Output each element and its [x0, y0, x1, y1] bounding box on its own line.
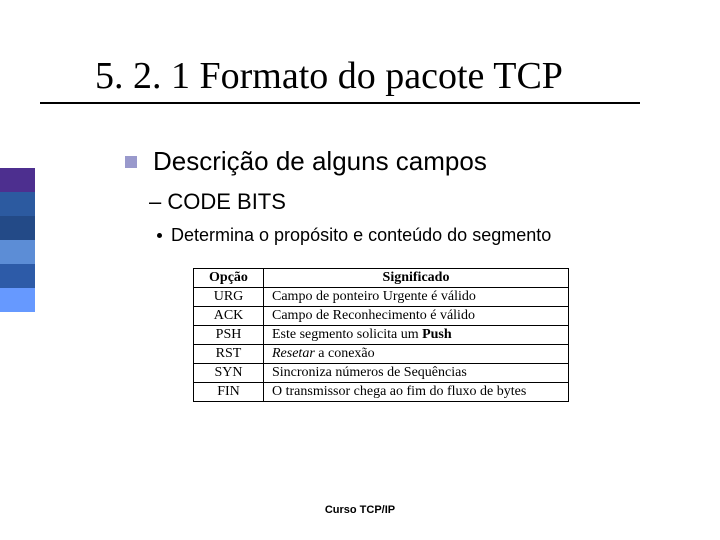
stripe-block — [0, 168, 35, 192]
bullet-level-3: Determina o propósito e conteúdo do segm… — [125, 215, 680, 246]
table-cell: Resetar a conexão — [264, 345, 569, 364]
table-row: RST Resetar a conexão — [194, 345, 569, 364]
slide: 5. 2. 1 Formato do pacote TCP Descrição … — [0, 0, 720, 540]
table-cell: Sincroniza números de Sequências — [264, 364, 569, 383]
stripe-block — [0, 192, 35, 216]
table-row: PSH Este segmento solicita um Push — [194, 326, 569, 345]
decorative-stripe — [0, 168, 35, 312]
table-row: FIN O transmissor chega ao fim do fluxo … — [194, 383, 569, 402]
table-header-row: Opção Significado — [194, 269, 569, 288]
table-cell: Campo de ponteiro Urgente é válido — [264, 288, 569, 307]
stripe-block — [0, 216, 35, 240]
slide-footer: Curso TCP/IP — [0, 504, 720, 516]
dot-bullet-icon — [157, 233, 162, 238]
code-bits-table-wrap: Opção Significado URG Campo de ponteiro … — [125, 246, 680, 402]
slide-content: Descrição de alguns campos – CODE BITS D… — [40, 104, 680, 402]
level1-text: Descrição de alguns campos — [153, 146, 487, 176]
stripe-block — [0, 240, 35, 264]
table-header-cell: Opção — [194, 269, 264, 288]
cell-text: a conexão — [315, 346, 375, 361]
slide-title: 5. 2. 1 Formato do pacote TCP — [40, 30, 640, 104]
table-cell: SYN — [194, 364, 264, 383]
cell-text: Este segmento solicita um — [272, 327, 422, 342]
table-row: ACK Campo de Reconhecimento é válido — [194, 307, 569, 326]
table-cell: ACK — [194, 307, 264, 326]
bullet-level-1: Descrição de alguns campos — [125, 146, 680, 177]
table-row: SYN Sincroniza números de Sequências — [194, 364, 569, 383]
table-cell: Campo de Reconhecimento é válido — [264, 307, 569, 326]
bullet-level-2: – CODE BITS — [125, 177, 680, 215]
table-cell: O transmissor chega ao fim do fluxo de b… — [264, 383, 569, 402]
table-cell: FIN — [194, 383, 264, 402]
square-bullet-icon — [125, 156, 137, 168]
table-cell: PSH — [194, 326, 264, 345]
code-bits-table: Opção Significado URG Campo de ponteiro … — [193, 268, 569, 402]
cell-bold: Push — [422, 327, 452, 342]
stripe-block — [0, 288, 35, 312]
stripe-block — [0, 264, 35, 288]
table-cell: URG — [194, 288, 264, 307]
table-cell: RST — [194, 345, 264, 364]
table-cell: Este segmento solicita um Push — [264, 326, 569, 345]
cell-italic: Resetar — [272, 346, 315, 361]
table-row: URG Campo de ponteiro Urgente é válido — [194, 288, 569, 307]
table-header-cell: Significado — [264, 269, 569, 288]
level3-text: Determina o propósito e conteúdo do segm… — [171, 225, 551, 245]
